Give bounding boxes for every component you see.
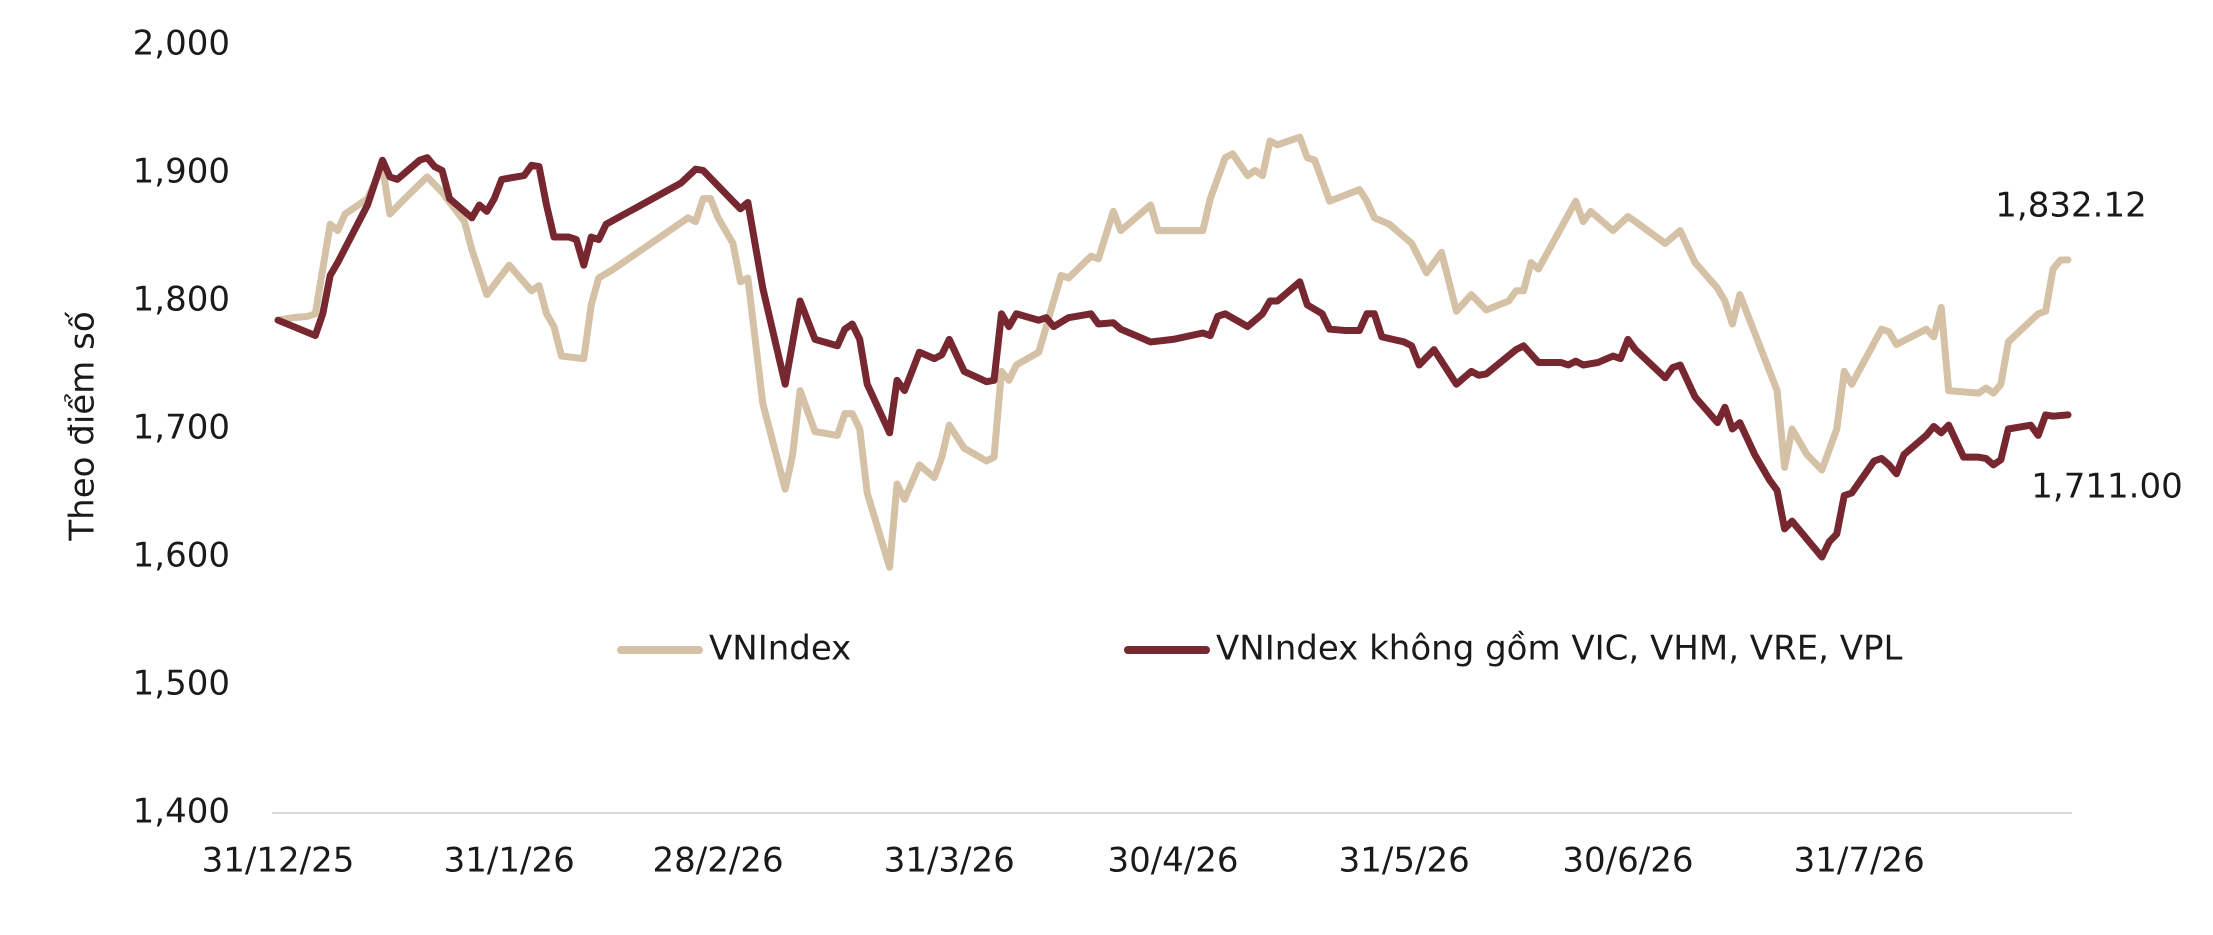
y-tick-label: 1,800 [133, 280, 230, 320]
x-tick-label: 28/2/26 [653, 841, 784, 881]
x-tick-label: 31/7/26 [1794, 841, 1925, 881]
y-tick-label: 2,000 [133, 24, 230, 64]
x-tick-label: 30/6/26 [1562, 841, 1693, 881]
y-tick-label: 1,600 [133, 536, 230, 576]
legend-label: VNIndex [709, 629, 851, 669]
x-tick-label: 30/4/26 [1107, 841, 1238, 881]
legend-label: VNIndex không gồm VIC, VHM, VRE, VPL [1216, 629, 1903, 669]
end-value-label: 1,711.00 [2031, 467, 2182, 507]
series-line [274, 133, 2072, 571]
y-tick-label: 1,700 [133, 408, 230, 448]
x-tick-label: 31/3/26 [884, 841, 1015, 881]
y-tick-label: 1,900 [133, 152, 230, 192]
y-tick-label: 1,500 [133, 664, 230, 704]
x-tick-label: 31/5/26 [1339, 841, 1470, 881]
x-tick-label: 31/1/26 [444, 841, 575, 881]
y-tick-label: 1,400 [133, 792, 230, 832]
y-axis-label: Theo điểm số [63, 311, 103, 541]
x-tick-label: 31/12/25 [202, 841, 355, 881]
series-line [274, 154, 2072, 561]
end-value-label: 1,832.12 [1995, 186, 2146, 226]
